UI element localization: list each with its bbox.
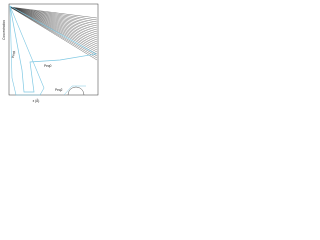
fan-line (9, 6, 98, 23)
fan-line (9, 6, 98, 37)
fan-line (9, 6, 98, 29)
fan-line (9, 6, 98, 21)
y-axis-label: Concentration (2, 20, 6, 40)
x-axis-label: x (Å) (33, 98, 40, 103)
region-label: Peq0 (44, 64, 52, 68)
fan-line (9, 6, 98, 27)
fan-line (9, 6, 98, 61)
region-label: Peq2 (55, 88, 63, 92)
fan-line (9, 6, 98, 33)
region-outline (63, 85, 86, 96)
fan-line (9, 6, 98, 59)
fan-line (9, 6, 98, 53)
region-outline (9, 5, 98, 93)
plot-frame (8, 3, 99, 96)
region-label: Peq1 (11, 50, 16, 58)
region-outline (9, 5, 45, 96)
fan-line (9, 6, 98, 19)
fan-line (9, 6, 98, 43)
fan-line (9, 6, 98, 57)
fan-line (9, 6, 98, 41)
fan-line (9, 6, 98, 31)
fan-line (9, 6, 98, 25)
fan-line (9, 6, 98, 39)
figure: Concentration x (Å) Peq0 Peq1 Peq2 (0, 0, 100, 108)
fan-line (9, 6, 98, 45)
fan-line (9, 6, 98, 35)
fan-line (9, 6, 98, 47)
arc (67, 86, 85, 96)
